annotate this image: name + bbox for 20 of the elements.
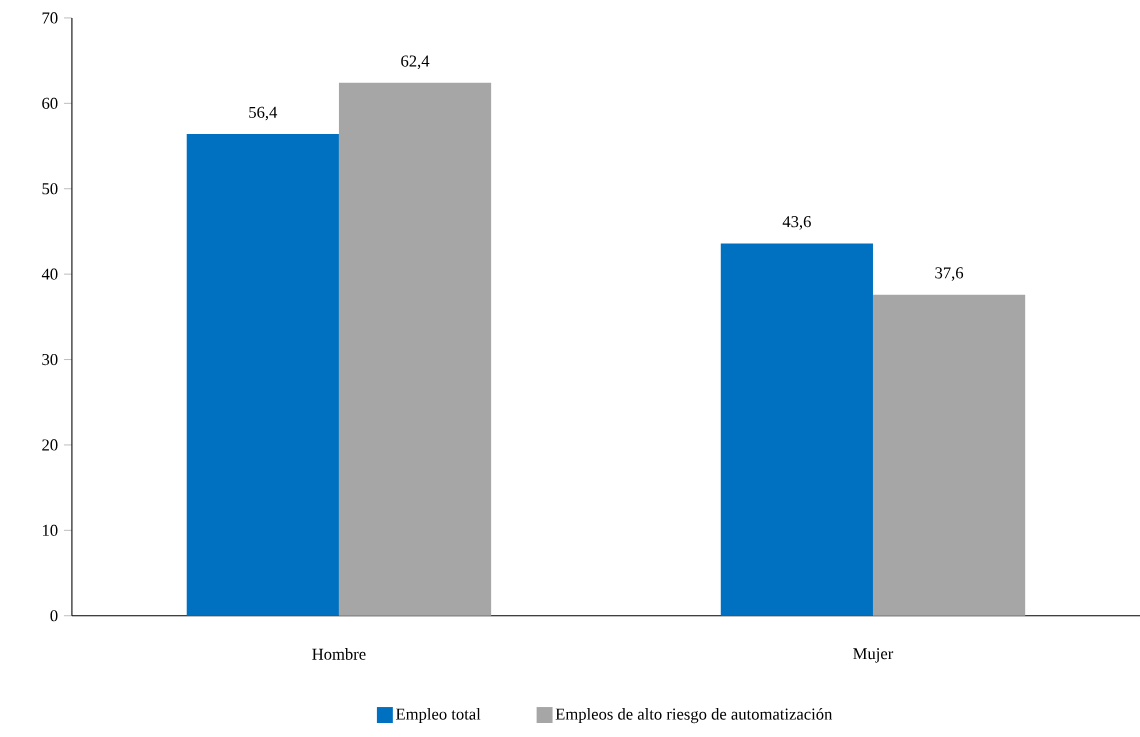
data-label: 56,4 [249, 106, 278, 121]
x-tick-label: Hombre [312, 647, 366, 660]
y-tick-label: 10 [43, 524, 58, 536]
data-label: 62,4 [401, 55, 430, 69]
y-tick-label: 40 [41, 268, 58, 280]
bar [720, 243, 873, 616]
y-tick-label: 20 [42, 439, 58, 451]
bar [338, 82, 492, 616]
y-tick-label: 0 [50, 610, 58, 622]
y-tick-label: 70 [42, 12, 58, 24]
data-label: 37,6 [935, 267, 964, 281]
bar [186, 133, 339, 616]
y-tick-label: 30 [42, 353, 58, 366]
y-tick-label: 60 [42, 97, 58, 109]
bar [872, 294, 1026, 616]
y-tick-label: 50 [42, 183, 58, 195]
legend-label: Empleo total [395, 707, 481, 723]
x-tick-label: Mujer [853, 647, 894, 663]
legend-label: Empleos de alto riesgo de automatización [555, 707, 833, 723]
data-label: 43,6 [782, 215, 811, 230]
